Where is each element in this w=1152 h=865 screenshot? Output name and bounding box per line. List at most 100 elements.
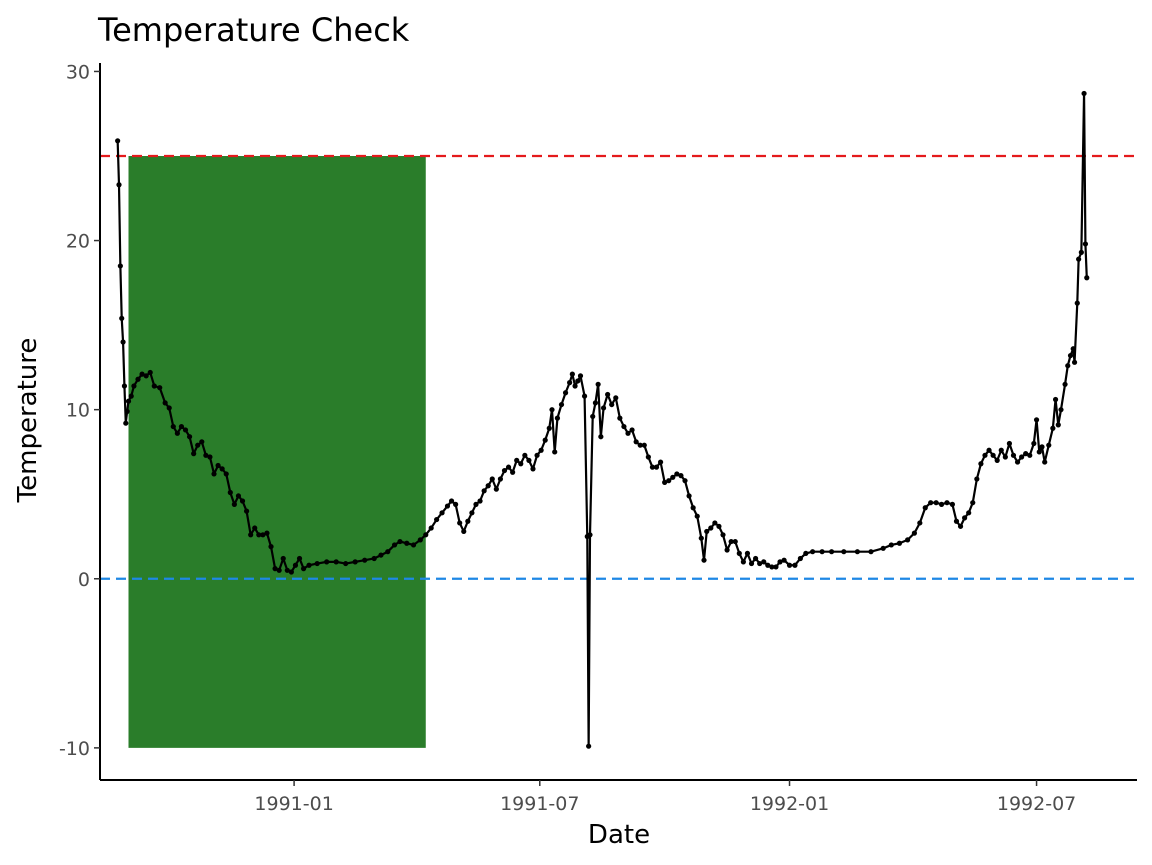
data-point-76 xyxy=(465,519,470,524)
data-point-146 xyxy=(724,547,729,552)
data-point-209 xyxy=(1053,397,1058,402)
data-point-196 xyxy=(1007,441,1012,446)
data-point-149 xyxy=(737,551,742,556)
data-point-102 xyxy=(567,380,572,385)
data-point-69 xyxy=(434,517,439,522)
data-point-95 xyxy=(543,438,548,443)
data-point-36 xyxy=(240,498,245,503)
data-point-182 xyxy=(950,502,955,507)
data-point-123 xyxy=(634,439,639,444)
y-tick-label-0: -10 xyxy=(59,738,90,760)
data-point-189 xyxy=(978,461,983,466)
data-point-21 xyxy=(179,424,184,429)
data-point-112 xyxy=(593,400,598,405)
data-point-7 xyxy=(125,409,130,414)
data-point-85 xyxy=(502,468,507,473)
data-point-185 xyxy=(962,515,967,520)
data-point-172 xyxy=(889,542,894,547)
data-point-52 xyxy=(306,563,311,568)
data-point-94 xyxy=(539,448,544,453)
data-point-104 xyxy=(572,383,577,388)
chart-title: Temperature Check xyxy=(97,11,410,49)
data-point-119 xyxy=(617,416,622,421)
data-point-28 xyxy=(207,454,212,459)
data-point-77 xyxy=(469,510,474,515)
data-point-84 xyxy=(498,476,503,481)
y-tick-label-4: 30 xyxy=(66,61,90,83)
x-axis-label: Date xyxy=(588,820,650,850)
data-point-22 xyxy=(183,427,188,432)
data-point-111 xyxy=(590,414,595,419)
data-point-194 xyxy=(999,448,1004,453)
data-point-213 xyxy=(1065,363,1070,368)
data-point-57 xyxy=(353,559,358,564)
data-point-131 xyxy=(666,478,671,483)
data-point-70 xyxy=(439,510,444,515)
data-point-118 xyxy=(613,395,618,400)
data-point-75 xyxy=(461,529,466,534)
data-point-136 xyxy=(686,493,691,498)
data-point-208 xyxy=(1050,426,1055,431)
data-point-168 xyxy=(841,549,846,554)
data-point-80 xyxy=(482,488,487,493)
data-point-20 xyxy=(175,431,180,436)
data-point-188 xyxy=(974,476,979,481)
data-point-170 xyxy=(868,549,873,554)
data-point-210 xyxy=(1056,422,1061,427)
data-point-56 xyxy=(343,561,348,566)
data-point-135 xyxy=(682,478,687,483)
data-point-144 xyxy=(716,524,721,529)
data-point-160 xyxy=(781,558,786,563)
data-point-103 xyxy=(570,372,575,377)
data-point-151 xyxy=(745,551,750,556)
data-point-14 xyxy=(148,370,153,375)
data-point-90 xyxy=(522,453,527,458)
data-point-138 xyxy=(695,514,700,519)
data-point-178 xyxy=(928,500,933,505)
data-point-201 xyxy=(1027,453,1032,458)
data-point-25 xyxy=(195,443,200,448)
data-point-187 xyxy=(970,500,975,505)
data-point-58 xyxy=(362,558,367,563)
data-point-9 xyxy=(129,394,134,399)
data-point-121 xyxy=(625,431,630,436)
data-point-53 xyxy=(315,561,320,566)
data-point-173 xyxy=(897,541,902,546)
data-point-158 xyxy=(773,564,778,569)
data-point-152 xyxy=(749,561,754,566)
data-point-183 xyxy=(954,519,959,524)
data-point-137 xyxy=(691,505,696,510)
data-point-98 xyxy=(552,449,557,454)
data-point-5 xyxy=(122,383,127,388)
y-tick-label-3: 20 xyxy=(66,231,90,253)
x-tick-label-3: 1992-07 xyxy=(997,793,1076,815)
shaded-region xyxy=(129,156,426,748)
data-point-87 xyxy=(510,470,515,475)
data-point-212 xyxy=(1062,382,1067,387)
data-point-140 xyxy=(701,558,706,563)
data-point-65 xyxy=(411,542,416,547)
plot-area xyxy=(100,91,1137,749)
data-point-162 xyxy=(792,563,797,568)
data-point-125 xyxy=(642,443,647,448)
data-point-195 xyxy=(1003,454,1008,459)
data-point-6 xyxy=(123,421,128,426)
data-point-18 xyxy=(167,405,172,410)
data-point-161 xyxy=(787,563,792,568)
data-point-63 xyxy=(397,539,402,544)
data-point-198 xyxy=(1015,459,1020,464)
data-point-126 xyxy=(646,454,651,459)
data-point-203 xyxy=(1034,417,1039,422)
data-point-186 xyxy=(966,510,971,515)
data-point-106 xyxy=(578,373,583,378)
data-point-54 xyxy=(324,559,329,564)
data-point-164 xyxy=(803,551,808,556)
data-point-34 xyxy=(232,502,237,507)
data-point-43 xyxy=(268,544,273,549)
data-point-32 xyxy=(224,471,229,476)
data-point-163 xyxy=(798,556,803,561)
data-point-150 xyxy=(741,559,746,564)
data-point-82 xyxy=(490,476,495,481)
data-point-218 xyxy=(1076,257,1081,262)
data-point-113 xyxy=(596,382,601,387)
